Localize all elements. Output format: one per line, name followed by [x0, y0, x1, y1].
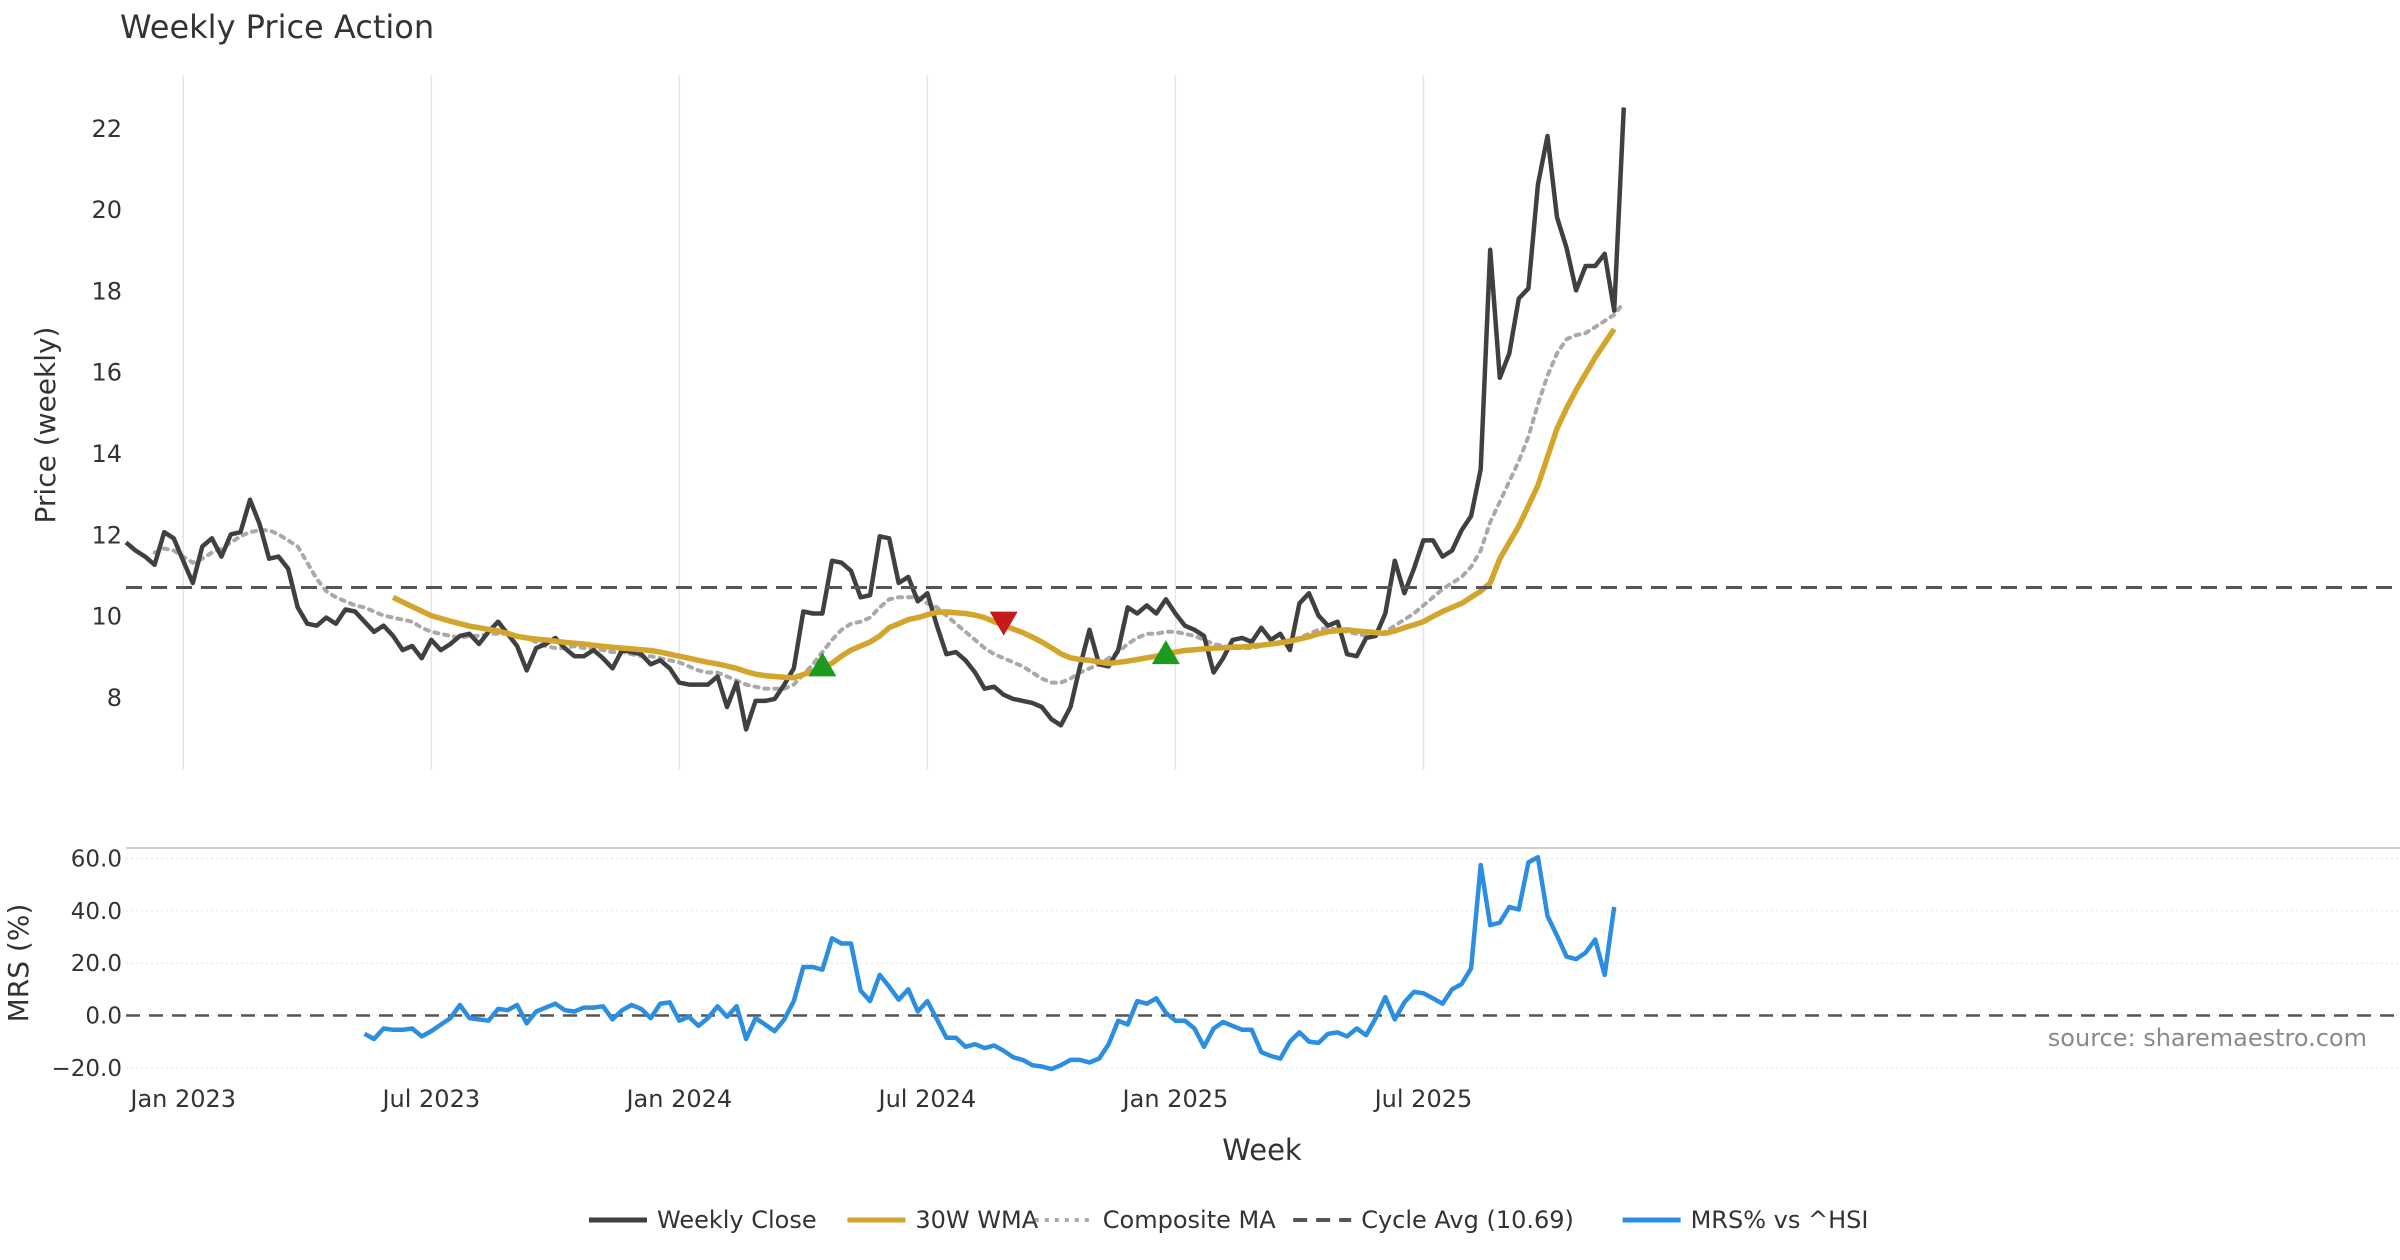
weekly-close-line — [124, 107, 1627, 732]
legend-label: Cycle Avg (10.69) — [1361, 1206, 1574, 1234]
price-y-tick-label: 8 — [107, 684, 122, 712]
price-panel — [124, 107, 2400, 732]
axes: Jan 2023 Jul 2023 Jan 2024 Jul 2024 Jan 2025… — [52, 115, 1473, 1113]
price-y-tick-label: 12 — [91, 521, 122, 549]
mrs-y-tick-label: 60.0 — [71, 846, 122, 872]
price-y-tick-label: 10 — [91, 603, 122, 631]
buy-signal-marker — [808, 652, 837, 677]
grid — [126, 75, 2400, 1069]
mrs-line — [363, 854, 1617, 1072]
legend-item: Weekly Close — [589, 1206, 817, 1234]
composite-ma-line — [152, 300, 1626, 691]
sell-signal-marker — [989, 611, 1018, 636]
legend-label: Weekly Close — [657, 1206, 817, 1234]
x-axis-label: Week — [1222, 1133, 1302, 1167]
chart-title: Weekly Price Action — [120, 8, 434, 46]
x-tick-label: Jan 2024 — [624, 1085, 732, 1113]
legend-item: Cycle Avg (10.69) — [1293, 1206, 1574, 1234]
price-y-tick-label: 20 — [91, 196, 122, 224]
legend-item: 30W WMA — [847, 1206, 1039, 1234]
buy-signal-marker — [1151, 640, 1180, 665]
legend-label: 30W WMA — [915, 1206, 1038, 1234]
x-tick-label: Jan 2025 — [1121, 1085, 1229, 1113]
price-y-tick-label: 22 — [91, 115, 122, 143]
legend-label: MRS% vs ^HSI — [1691, 1206, 1869, 1234]
source-note: source: sharemaestro.com — [2048, 1024, 2367, 1052]
price-y-axis-label: Price (weekly) — [29, 327, 62, 524]
mrs-y-tick-label: 20.0 — [71, 951, 122, 977]
price-y-tick-label: 16 — [91, 359, 122, 387]
legend: Weekly Close 30W WMA Composite MA Cycle Avg… — [589, 1206, 1868, 1234]
x-tick-label: Jul 2025 — [1373, 1085, 1473, 1113]
mrs-y-tick-label: −20.0 — [52, 1056, 122, 1082]
mrs-y-tick-label: 0.0 — [85, 1003, 122, 1029]
x-tick-label: Jan 2023 — [128, 1085, 236, 1113]
legend-item: Composite MA — [1034, 1206, 1276, 1234]
mrs-panel — [126, 854, 2400, 1072]
x-tick-label: Jul 2024 — [877, 1085, 977, 1113]
mrs-y-tick-label: 40.0 — [71, 899, 122, 925]
legend-item: MRS% vs ^HSI — [1622, 1206, 1869, 1234]
mrs-y-axis-label: MRS (%) — [2, 904, 35, 1023]
x-tick-label: Jul 2023 — [380, 1085, 480, 1113]
price-y-tick-label: 18 — [91, 277, 122, 305]
legend-label: Composite MA — [1103, 1206, 1276, 1234]
price-y-tick-label: 14 — [91, 440, 122, 468]
